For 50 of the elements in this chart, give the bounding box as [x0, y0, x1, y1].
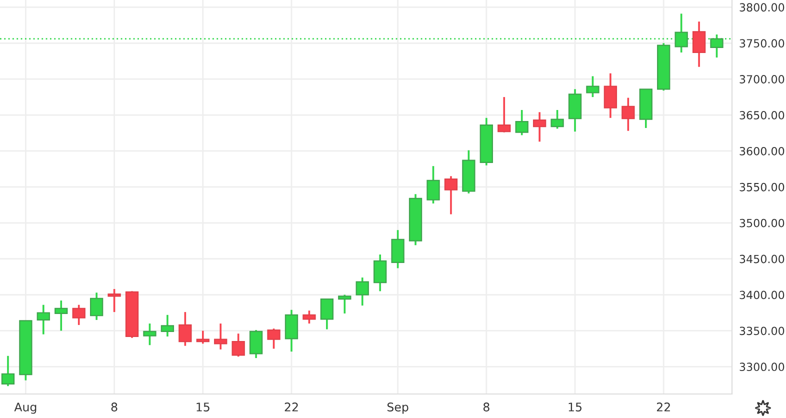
- x-tick-label: Sep: [387, 402, 408, 414]
- candlestick: [356, 276, 369, 306]
- y-tick-label: 3600.00: [740, 146, 784, 156]
- y-tick-label: 3450.00: [740, 254, 784, 264]
- candlestick: [515, 109, 528, 136]
- candlestick: [178, 311, 192, 347]
- candlestick: [36, 304, 50, 336]
- y-tick-label: 3650.00: [740, 111, 784, 120]
- candlestick: [302, 310, 316, 324]
- candlestick: [604, 72, 618, 119]
- candlestick: [374, 254, 387, 292]
- candlestick: [108, 288, 121, 313]
- y-tick-label: 3350.00: [740, 326, 784, 336]
- x-tick-label: 8: [483, 402, 490, 412]
- y-tick-label: 3550.00: [740, 182, 784, 192]
- candlestick: [426, 165, 440, 204]
- candlestick: [249, 329, 263, 359]
- candlestick: [72, 304, 86, 326]
- y-tick-label: 3700.00: [740, 75, 784, 84]
- y-tick-label: 3800.00: [740, 3, 784, 12]
- candlestick: [1, 354, 15, 387]
- x-tick-label: 15: [568, 402, 582, 412]
- candlestick: [550, 109, 564, 130]
- x-tick-label: 15: [196, 402, 210, 412]
- y-tick-label: 3300.00: [740, 362, 784, 372]
- candlestick: [143, 322, 156, 346]
- x-tick-label: 22: [284, 402, 298, 412]
- x-tick-label: 8: [111, 402, 118, 412]
- x-tick-label: 22: [656, 402, 670, 412]
- candlestick: [391, 229, 404, 270]
- candlestick: [267, 328, 280, 350]
- candlestick: [586, 75, 600, 98]
- y-tick-label: 3400.00: [740, 290, 784, 300]
- candlestick: [284, 308, 298, 352]
- x-tick-label: Aug: [14, 402, 36, 414]
- candlestick: [232, 332, 245, 358]
- candlestick: [90, 292, 104, 321]
- candlestick: [338, 294, 352, 314]
- candlestick: [444, 175, 458, 216]
- candlestick: [498, 96, 511, 134]
- candlestick: [622, 96, 635, 132]
- candlestick: [532, 111, 546, 143]
- candlestick: [692, 20, 706, 68]
- candlestick: [320, 298, 334, 330]
- candlestick: [196, 330, 210, 345]
- y-tick-label: 3500.00: [740, 218, 784, 228]
- candlestick: [160, 314, 174, 338]
- y-tick-label: 3750.00: [740, 39, 784, 48]
- candlestick: [214, 322, 228, 350]
- candlestick: [54, 300, 68, 332]
